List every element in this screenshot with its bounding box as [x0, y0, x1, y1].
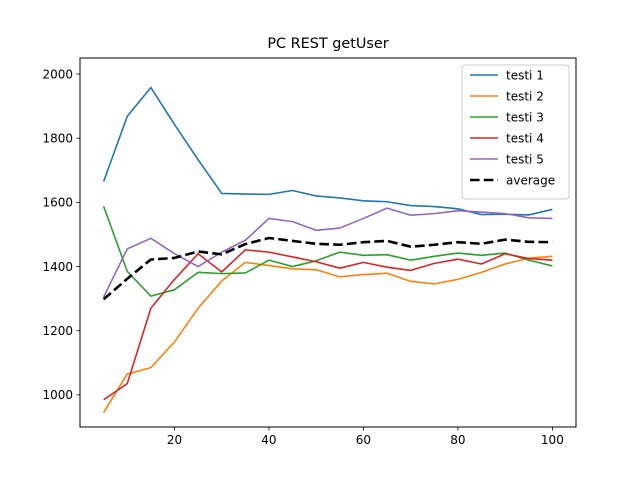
x-tick-label: 20 — [167, 433, 182, 447]
legend-label: average — [506, 173, 555, 187]
series-line-testi-1 — [102, 86, 553, 216]
legend-label: testi 4 — [506, 131, 544, 145]
chart-title: PC REST getUser — [267, 36, 388, 52]
x-tick-label: 80 — [450, 433, 465, 447]
legend-label: testi 2 — [506, 89, 544, 103]
legend-label: testi 5 — [506, 152, 544, 166]
legend-label: testi 3 — [506, 110, 544, 124]
x-axis: 20 40 60 80 100 — [167, 427, 564, 447]
y-tick-label: 1600 — [42, 196, 73, 210]
legend-box — [461, 64, 570, 200]
series-line-testi-3 — [102, 205, 553, 297]
axes-frame — [79, 57, 577, 428]
x-tick-label: 40 — [261, 433, 276, 447]
series-line-average — [102, 236, 553, 301]
x-tick-label: 100 — [541, 433, 564, 447]
series-line-testi-2 — [102, 255, 553, 413]
plot-area — [102, 86, 553, 413]
y-tick-label: 1400 — [42, 260, 73, 274]
x-tick-label: 60 — [356, 433, 371, 447]
y-tick-label: 2000 — [42, 67, 73, 81]
y-tick-label: 1000 — [42, 388, 73, 402]
legend-label: testi 1 — [506, 68, 544, 82]
y-axis: 1000 1200 1400 1600 1800 2000 — [42, 67, 80, 402]
series-line-testi-4 — [103, 249, 553, 401]
y-tick-label: 1800 — [42, 132, 73, 146]
legend: testi 1 testi 2 testi 3 testi 4 testi 5 avera… — [461, 64, 570, 200]
y-tick-label: 1200 — [42, 324, 73, 338]
